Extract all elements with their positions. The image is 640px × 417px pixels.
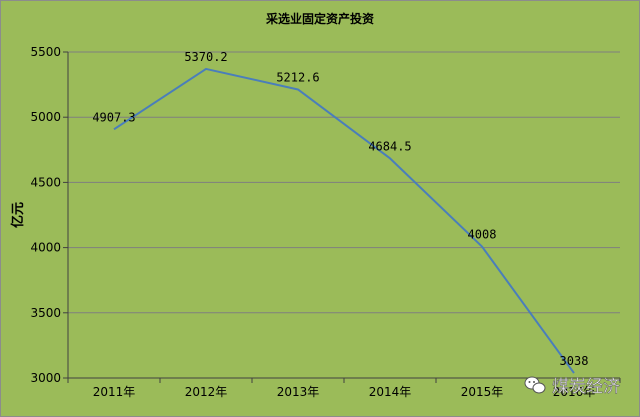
y-axis-label: 亿元 [10, 202, 26, 228]
data-labels: 4907.3 5370.2 5212.6 4684.5 4008 3038 [92, 50, 588, 368]
data-label: 4684.5 [368, 139, 411, 153]
y-tick-label: 5500 [30, 45, 61, 59]
data-label: 4008 [468, 228, 497, 242]
y-tick-labels: 3000 3500 4000 4500 5000 5500 [30, 45, 68, 385]
series-line [113, 67, 575, 374]
x-tick-label: 2014年 [369, 385, 412, 399]
y-tick-label: 3500 [30, 306, 61, 320]
y-tick-label: 4500 [30, 175, 61, 189]
watermark-text: 煤炭经济 [552, 377, 620, 397]
data-label: 5370.2 [184, 50, 227, 64]
x-tick-label: 2013年 [277, 385, 320, 399]
x-tick-label: 2011年 [93, 385, 136, 399]
data-label: 4907.3 [92, 110, 135, 124]
watermark: 煤炭经济 [524, 376, 620, 397]
wechat-icon [524, 376, 546, 394]
x-tick-labels: 2011年 2012年 2013年 2014年 2015年 2016年 [67, 378, 621, 399]
x-tick-label: 2015年 [461, 385, 504, 399]
series-line [113, 67, 575, 374]
y-tick-label: 3000 [30, 371, 61, 385]
data-label: 3038 [560, 354, 589, 368]
y-tick-label: 4000 [30, 241, 61, 255]
data-label: 5212.6 [276, 70, 319, 84]
chart-title: 采选业固定资产投资 [265, 11, 374, 26]
x-tick-label: 2012年 [185, 385, 228, 399]
y-tick-label: 5000 [30, 110, 61, 124]
x-tick-label: 2016年 [553, 385, 596, 399]
